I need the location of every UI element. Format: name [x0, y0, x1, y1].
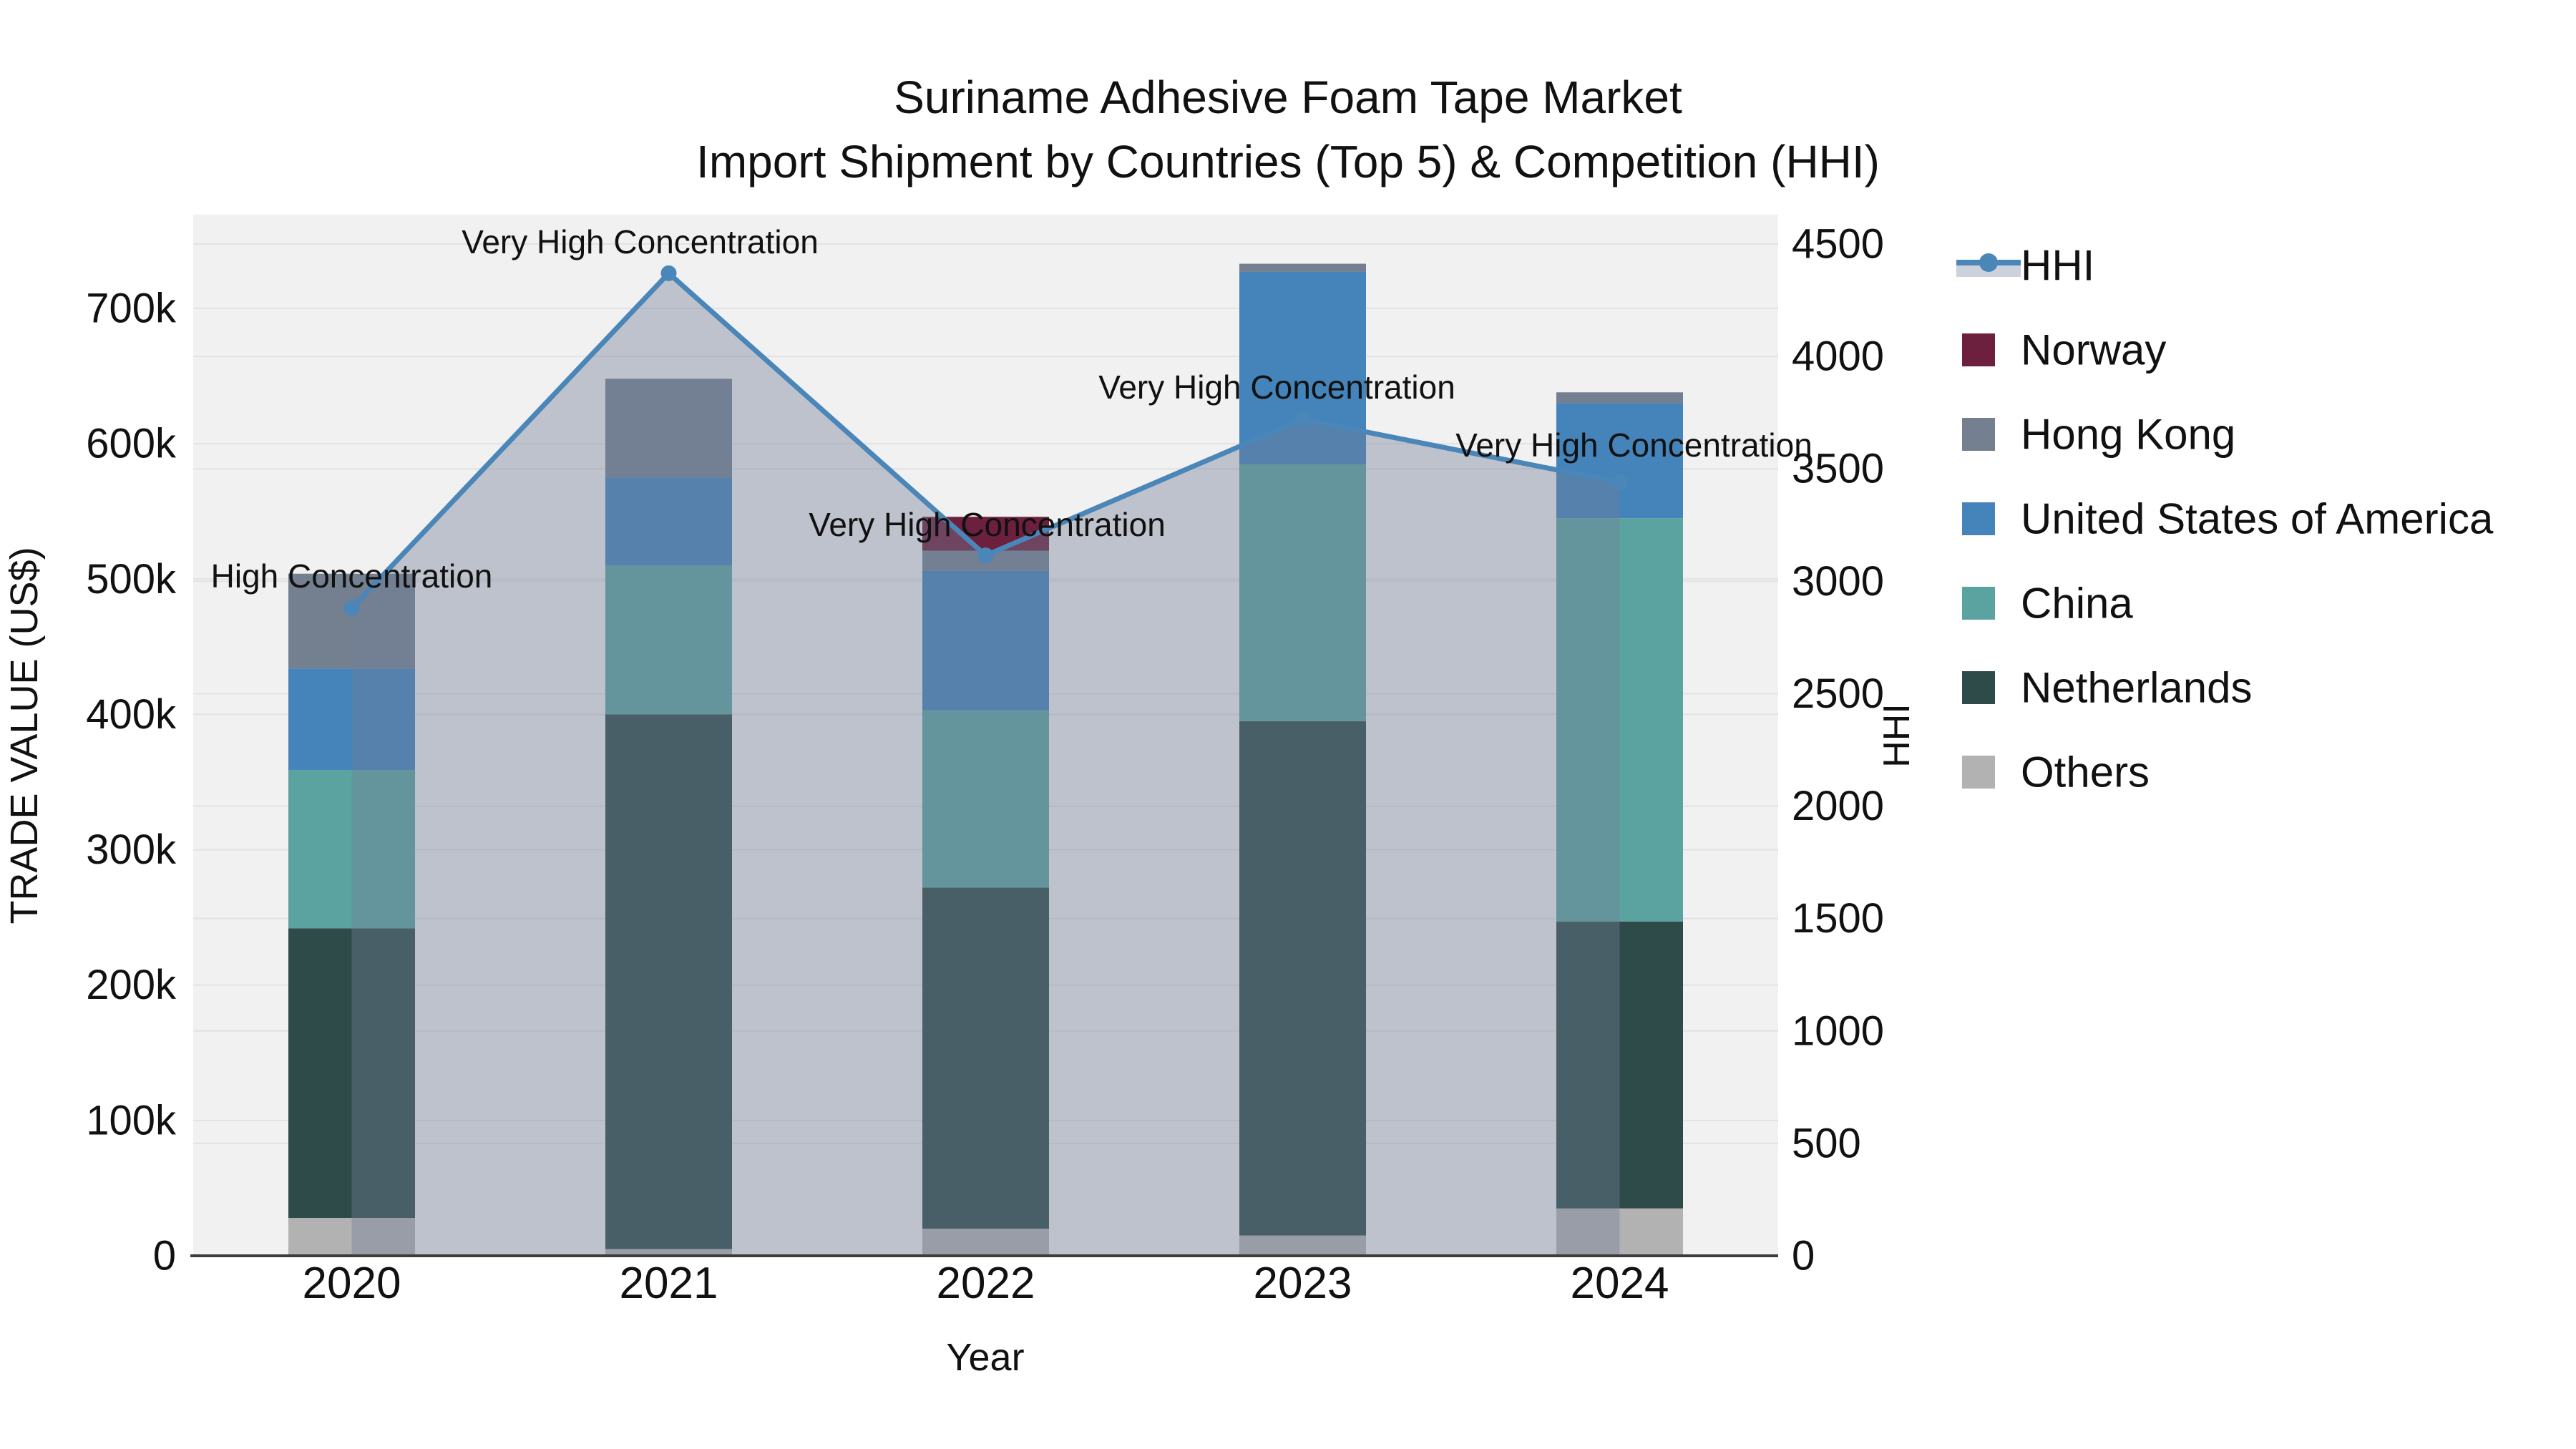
bar-segment-china-2021: [605, 565, 732, 715]
annotation-2020: High Concentration: [211, 557, 493, 595]
legend-label-norway: Norway: [2021, 326, 2166, 374]
y2-axis-tick-1000: 1000: [1792, 1008, 1884, 1054]
bar-segment-others-2023: [1239, 1235, 1366, 1256]
bar-segment-hong-kong-2020: [288, 573, 415, 669]
x-axis-tick-2024: 2024: [1571, 1259, 1669, 1308]
y-axis-tick-500k: 500k: [86, 556, 177, 602]
bar-segment-others-2022: [922, 1229, 1049, 1256]
y2-axis-tick-4500: 4500: [1792, 221, 1884, 268]
legend-item-china: China: [1962, 580, 2133, 628]
y-axis-tick-300k: 300k: [86, 826, 177, 873]
y2-axis-tick-2500: 2500: [1792, 670, 1884, 717]
chart-title-line2: Import Shipment by Countries (Top 5) & C…: [696, 136, 1880, 187]
legend-item-norway: Norway: [1962, 326, 2166, 374]
y-axis-tick-0: 0: [153, 1233, 176, 1279]
hhi-marker-2022: [977, 547, 994, 564]
hhi-marker-2024: [1611, 474, 1628, 491]
annotation-2021: Very High Concentration: [462, 223, 819, 260]
legend-swatch-others: [1962, 756, 1995, 789]
y2-axis-tick-0: 0: [1792, 1233, 1815, 1279]
bar-segment-norway-2022: [922, 517, 1049, 551]
bar-segment-netherlands-2023: [1239, 721, 1366, 1236]
y2-axis-tick-4000: 4000: [1792, 333, 1884, 380]
annotation-2024: Very High Concentration: [1455, 426, 1813, 464]
x-axis-tick-2020: 2020: [303, 1259, 401, 1308]
x-axis-tick-2023: 2023: [1254, 1259, 1352, 1308]
bar-segment-united-states-of-america-2022: [922, 570, 1049, 711]
bar-segment-netherlands-2020: [288, 928, 415, 1219]
legend-label-others: Others: [2021, 748, 2150, 796]
hhi-area-layer: [343, 265, 1628, 1256]
bar-segment-others-2024: [1556, 1208, 1683, 1256]
x-axis-title: Year: [946, 1336, 1024, 1379]
hhi-marker-2021: [660, 265, 677, 281]
bar-segment-china-2024: [1556, 518, 1683, 922]
y2-axis-tick-2000: 2000: [1792, 783, 1884, 829]
annotation-2023: Very High Concentration: [1098, 369, 1455, 406]
hhi-area: [351, 273, 1620, 1256]
legend-swatch-hong-kong: [1962, 418, 1995, 451]
legend-swatch-norway: [1962, 333, 1995, 366]
x-axis-tick-2021: 2021: [620, 1259, 718, 1308]
legend-swatch-china: [1962, 587, 1995, 620]
bar-segment-netherlands-2024: [1556, 921, 1683, 1209]
annotation-layer: High Concentration Very High Concentratio…: [211, 223, 1813, 595]
bar-segment-others-2020: [288, 1218, 415, 1256]
legend-item-hhi: HHI: [1956, 242, 2094, 290]
bar-segment-netherlands-2022: [922, 887, 1049, 1229]
tick-label-layer: 0 100k 200k 300k 400k 500k 600k 700k 0 500 1000 150…: [86, 221, 1884, 1309]
bar-segment-united-states-of-america-2024: [1556, 403, 1683, 519]
annotation-2022: Very High Concentration: [809, 506, 1166, 543]
bar-segment-hong-kong-2024: [1556, 392, 1683, 404]
bar-segment-united-states-of-america-2023: [1239, 271, 1366, 464]
legend: HHI Norway Hong Kong United States of Ameri…: [1956, 242, 2494, 796]
legend-swatch-united-states-of-america: [1962, 502, 1995, 535]
hhi-marker-2023: [1294, 411, 1311, 428]
legend-label-hong-kong: Hong Kong: [2021, 411, 2235, 459]
y-axis-tick-600k: 600k: [86, 421, 177, 467]
x-axis-tick-2022: 2022: [937, 1259, 1035, 1308]
y-axis-title: TRADE VALUE (US$): [3, 547, 46, 924]
bar-segment-hong-kong-2023: [1239, 263, 1366, 272]
bar-segment-china-2023: [1239, 464, 1366, 721]
bar-segment-china-2020: [288, 769, 415, 929]
legend-label-united-states-of-america: United States of America: [2021, 495, 2494, 543]
bar-segment-united-states-of-america-2021: [605, 477, 732, 566]
hhi-marker-2020: [343, 600, 360, 617]
y-axis-tick-200k: 200k: [86, 962, 177, 1008]
legend-item-netherlands: Netherlands: [1962, 664, 2253, 712]
y2-axis-tick-3000: 3000: [1792, 558, 1884, 605]
bar-segment-united-states-of-america-2020: [288, 668, 415, 770]
y2-axis-tick-500: 500: [1792, 1120, 1861, 1166]
y-axis-tick-700k: 700k: [86, 286, 177, 332]
bar-segment-hong-kong-2021: [605, 379, 732, 478]
y2-axis-tick-3500: 3500: [1792, 446, 1884, 492]
bar-segment-netherlands-2021: [605, 714, 732, 1249]
chart-title-line1: Suriname Adhesive Foam Tape Market: [894, 72, 1682, 123]
legend-item-united-states-of-america: United States of America: [1962, 495, 2494, 543]
bar-layer: [288, 263, 1683, 1256]
y-axis-tick-400k: 400k: [86, 691, 177, 738]
legend-item-hong-kong: Hong Kong: [1962, 411, 2235, 459]
legend-label-netherlands: Netherlands: [2021, 664, 2253, 712]
y2-axis-tick-1500: 1500: [1792, 895, 1884, 942]
y-axis-tick-100k: 100k: [86, 1097, 177, 1143]
legend-swatch-netherlands: [1962, 671, 1995, 704]
legend-hhi-marker-icon: [1979, 253, 1998, 272]
y2-axis-title: HHI: [1876, 703, 1918, 768]
legend-item-others: Others: [1962, 748, 2150, 796]
legend-label-china: China: [2021, 580, 2133, 628]
bar-segment-china-2022: [922, 710, 1049, 888]
bar-segment-others-2021: [605, 1249, 732, 1256]
legend-label-hhi: HHI: [2021, 242, 2094, 290]
